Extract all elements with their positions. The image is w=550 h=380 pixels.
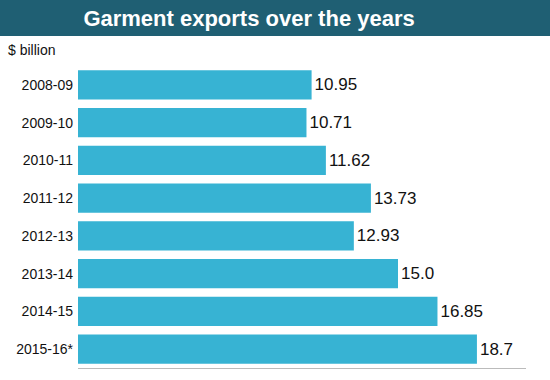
svg-text:10.71: 10.71 [309,113,352,132]
svg-text:16.85: 16.85 [440,302,483,321]
svg-text:$ billion: $ billion [8,42,55,58]
svg-text:11.62: 11.62 [329,151,370,170]
svg-text:Garment exports over the years: Garment exports over the years [83,6,414,31]
svg-text:2009-10: 2009-10 [22,115,74,131]
svg-text:2012-13: 2012-13 [22,228,74,244]
svg-text:10.95: 10.95 [315,75,358,94]
svg-text:13.73: 13.73 [374,189,417,208]
svg-text:2008-09: 2008-09 [22,77,74,93]
svg-text:2014-15: 2014-15 [22,303,74,319]
svg-text:2013-14: 2013-14 [22,266,74,282]
svg-text:18.7: 18.7 [480,340,513,359]
svg-text:2010-11: 2010-11 [23,152,74,168]
svg-text:2015-16*: 2015-16* [16,341,73,357]
svg-text:2011-12: 2011-12 [23,190,74,206]
svg-text:15.0: 15.0 [401,264,434,283]
svg-text:12.93: 12.93 [357,226,400,245]
